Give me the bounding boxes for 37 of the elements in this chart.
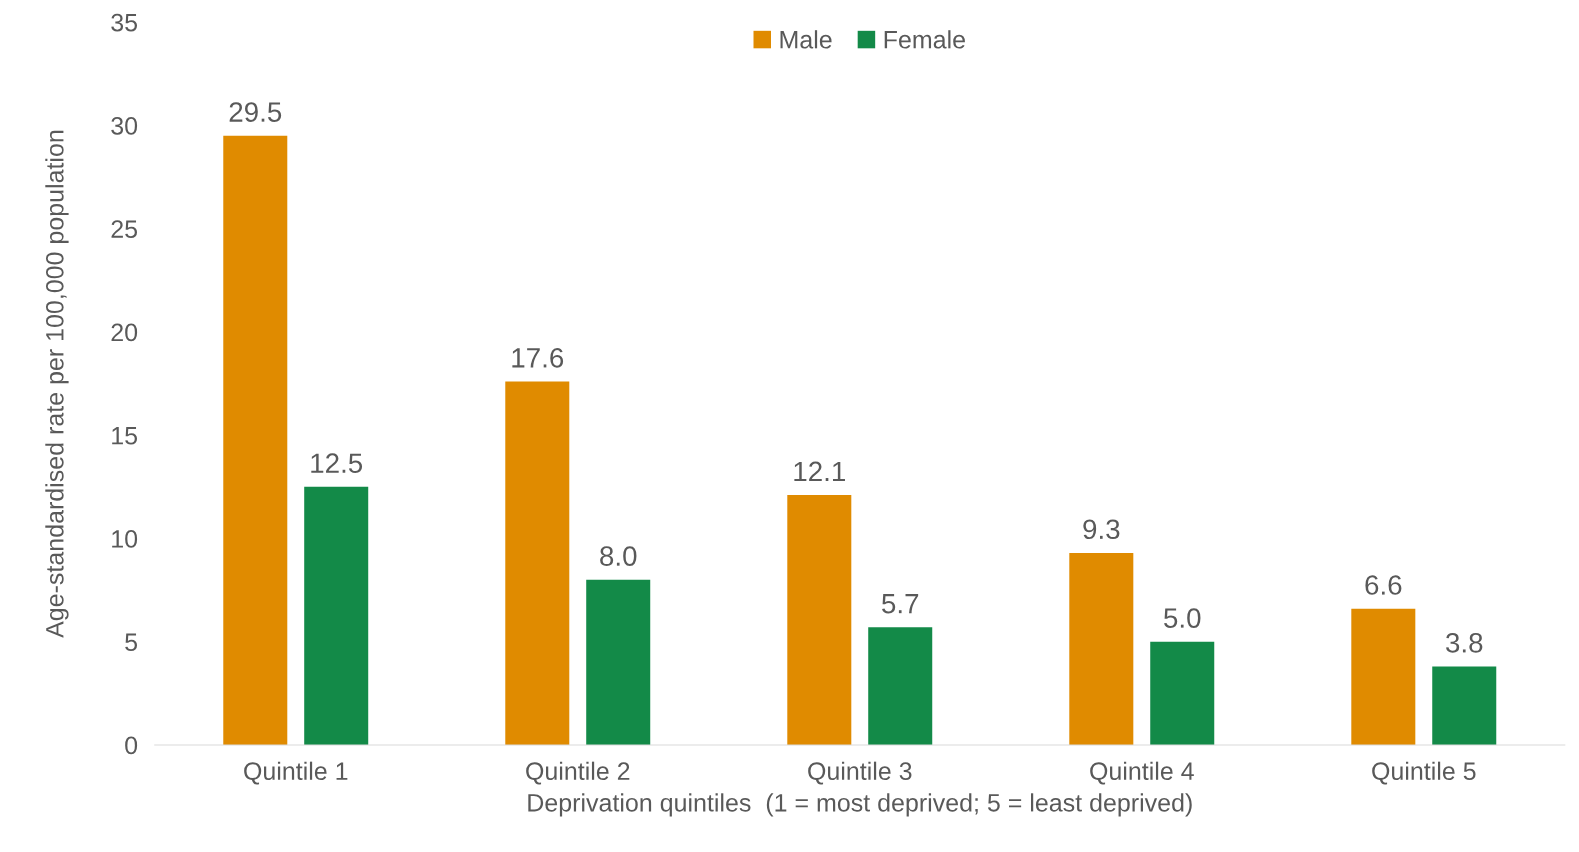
bar — [586, 579, 651, 745]
data-label: 9.3 — [1083, 519, 1120, 540]
x-tick-label: Quintile 2 — [526, 761, 630, 785]
x-tick-label: Quintile 4 — [1090, 761, 1194, 785]
y-tick-label: 35 — [111, 13, 138, 32]
data-label: 6.6 — [1365, 575, 1402, 595]
data-label: 12.5 — [311, 453, 363, 474]
bar — [223, 135, 288, 745]
bar — [1150, 641, 1215, 745]
bar — [787, 495, 852, 745]
bar — [1432, 666, 1497, 745]
y-axis-title: Age-standardised rate per 100,000 population — [45, 130, 69, 638]
y-tick-label: 15 — [112, 427, 138, 445]
data-label: 5.0 — [1164, 608, 1201, 628]
x-tick-label: Quintile 5 — [1372, 761, 1476, 785]
legend-label: Female — [884, 30, 965, 49]
data-label: 8.0 — [600, 546, 637, 566]
data-label: 29.5 — [229, 102, 282, 122]
data-label: 17.6 — [512, 348, 564, 368]
bar — [304, 486, 369, 745]
y-tick-label: 0 — [125, 736, 138, 755]
bar — [505, 381, 570, 745]
x-tick-label: Quintile 3 — [808, 761, 912, 785]
y-tick-label: 10 — [112, 530, 138, 548]
data-label: 3.8 — [1446, 633, 1483, 653]
y-tick-label: 30 — [111, 117, 138, 135]
data-label: 12.1 — [794, 461, 845, 481]
y-tick-label: 25 — [111, 220, 138, 238]
bar — [1351, 608, 1416, 745]
y-tick-label: 5 — [125, 633, 138, 652]
bar — [1069, 552, 1134, 745]
legend-label: Male — [780, 30, 832, 49]
x-axis-title: Deprivation quintiles (1 = most deprived; 5 = least deprived) — [528, 793, 1192, 817]
data-label: 5.7 — [882, 594, 919, 614]
x-tick-label: Quintile 1 — [244, 761, 348, 785]
bar — [868, 627, 933, 745]
y-tick-label: 20 — [111, 323, 138, 342]
